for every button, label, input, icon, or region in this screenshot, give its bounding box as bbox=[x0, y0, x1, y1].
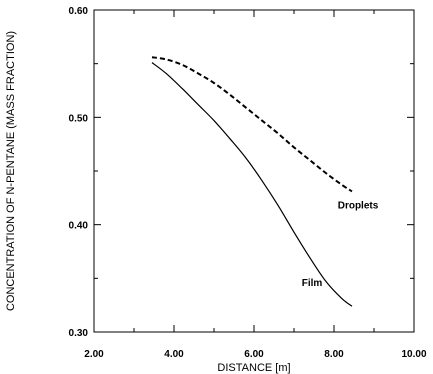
x-axis-title: DISTANCE [m] bbox=[217, 362, 290, 374]
x-tick-label: 8.00 bbox=[324, 349, 344, 360]
annotation-droplets: Droplets bbox=[338, 201, 379, 212]
y-axis-title: CONCENTRATION OF N-PENTANE (MASS FRACTIO… bbox=[5, 31, 17, 311]
plot-frame bbox=[93, 9, 415, 333]
annotation-layer: Droplets Film bbox=[302, 201, 379, 289]
series-line-film bbox=[151, 62, 353, 307]
y-tick-label: 0.50 bbox=[69, 113, 89, 124]
x-tick-label: 2.00 bbox=[84, 349, 104, 360]
y-tick-label: 0.40 bbox=[69, 221, 89, 232]
series-line-droplets bbox=[151, 56, 353, 193]
y-tick-label: 0.60 bbox=[69, 6, 89, 17]
x-tick-label: 6.00 bbox=[244, 349, 264, 360]
x-tick-label: 4.00 bbox=[164, 349, 184, 360]
annotation-film: Film bbox=[302, 278, 323, 289]
x-tick-label: 10.00 bbox=[401, 349, 426, 360]
ticks: 2.00 4.00 6.00 8.00 10.00 0.30 0.40 0.50 0.60 bbox=[69, 6, 427, 360]
y-tick-label: 0.30 bbox=[69, 328, 89, 339]
series-layer bbox=[151, 56, 353, 307]
